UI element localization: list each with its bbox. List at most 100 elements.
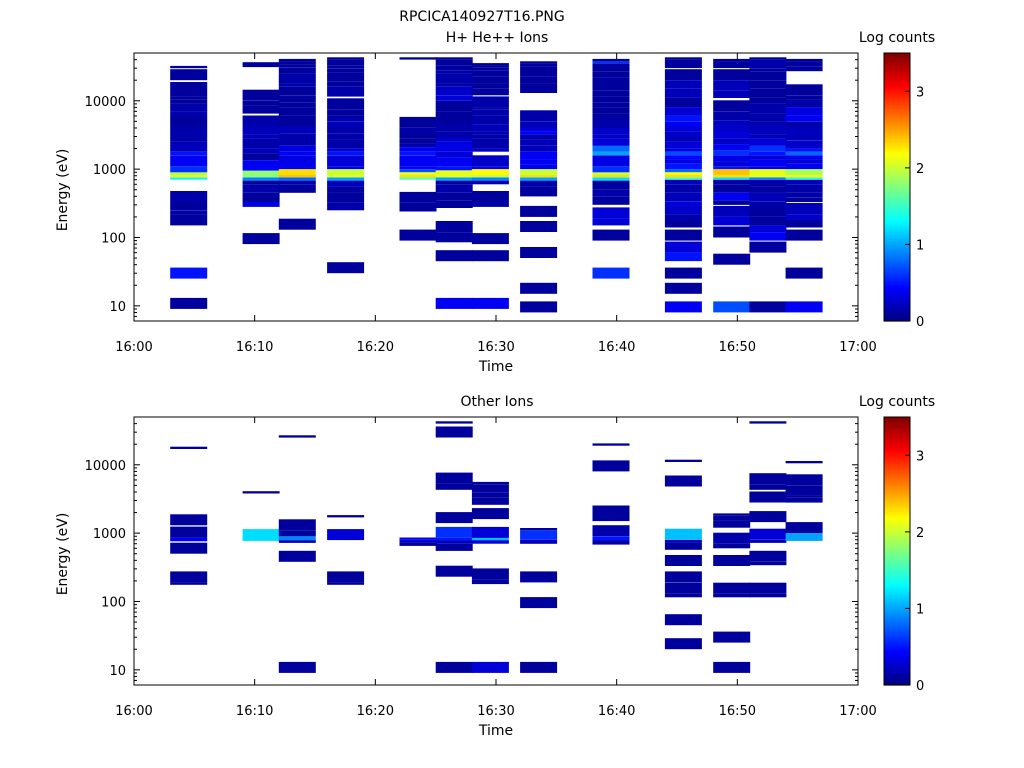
heatmap-cell — [242, 184, 280, 193]
heatmap-cell — [713, 661, 751, 673]
heatmap-cell — [592, 540, 630, 545]
heatmap-cell — [242, 529, 280, 541]
heatmap-cell — [327, 177, 365, 181]
heatmap-cell — [713, 582, 751, 594]
heatmap-cell — [435, 661, 473, 673]
heatmap-cell — [664, 57, 702, 60]
heatmap-cell — [592, 145, 630, 152]
y-tick-label: 10000 — [85, 459, 126, 474]
colorbar-swatch — [884, 611, 910, 615]
colorbar-swatch — [884, 184, 910, 188]
heatmap-cell — [664, 69, 702, 81]
heatmap-cell — [785, 192, 823, 198]
colorbar-swatch — [884, 238, 910, 242]
colorbar-swatch — [884, 289, 910, 293]
colorbar-tick-label: 1 — [916, 602, 924, 617]
colorbar-swatch — [884, 171, 910, 175]
heatmap-cell — [278, 540, 316, 543]
heatmap-cell — [713, 80, 751, 91]
heatmap-cell — [592, 96, 630, 103]
heatmap-cell — [170, 141, 208, 152]
colorbar-swatch — [884, 481, 910, 485]
colorbar-swatch — [884, 544, 910, 548]
heatmap-cell — [785, 126, 823, 137]
heatmap-cell — [664, 582, 702, 594]
colorbar-swatch — [884, 454, 910, 458]
colorbar-swatch — [884, 200, 910, 204]
colorbar-swatch — [884, 99, 910, 103]
colorbar-swatch — [884, 111, 910, 114]
colorbar-swatch — [884, 664, 910, 668]
colorbar-swatch — [884, 227, 910, 231]
colorbar-swatch — [884, 122, 910, 126]
heatmap-cell — [520, 186, 558, 197]
heatmap-cell — [520, 247, 558, 258]
axis-ticks: 16:00 16:10 16:20 16:30 16:40 16:50 17:00 10 100… — [85, 416, 877, 719]
heatmap-cell — [785, 136, 823, 141]
heatmap-cell — [435, 250, 473, 262]
heatmap-cell — [170, 115, 208, 127]
heatmap-cell — [242, 138, 280, 149]
heatmap-cell — [664, 131, 702, 137]
colorbar-swatch — [884, 70, 910, 74]
colorbar-swatch — [884, 265, 910, 268]
colorbar-swatch — [884, 202, 910, 206]
colorbar-swatch — [884, 582, 910, 586]
heatmap-cell — [520, 139, 558, 146]
axis-ticks: 16:00 16:10 16:20 16:30 16:40 16:50 17:00 10 100… — [85, 52, 877, 355]
heatmap-cell — [592, 536, 630, 541]
heatmap-cell — [327, 186, 365, 193]
colorbar-swatch — [884, 97, 910, 101]
heatmap-cell — [278, 661, 316, 673]
y-tick-label: 10 — [109, 300, 126, 315]
heatmap-cell — [664, 252, 702, 262]
heatmap-cell — [242, 192, 280, 202]
colorbar-swatch — [884, 638, 910, 641]
colorbar-swatch — [884, 450, 910, 454]
heatmap-cell — [471, 134, 509, 139]
heatmap-cell — [785, 121, 823, 127]
heatmap-cell — [749, 177, 787, 180]
heatmap-cell — [471, 107, 509, 110]
heatmap-cell — [592, 196, 630, 205]
heatmap-cell — [664, 115, 702, 122]
colorbar-swatch — [884, 312, 910, 315]
colorbar-swatch — [884, 108, 910, 112]
colorbar-swatch — [884, 517, 910, 521]
heatmap-cell — [435, 180, 473, 185]
heatmap-cell — [520, 134, 558, 140]
heatmap-cell — [327, 571, 365, 583]
heatmap-cell — [435, 512, 473, 524]
heatmap-cell — [170, 111, 208, 116]
heatmap-cell — [664, 179, 702, 185]
heatmap-cell — [278, 435, 316, 438]
heatmap-cell — [435, 483, 473, 490]
heatmap-cell — [592, 138, 630, 146]
heatmap-cell — [435, 57, 473, 60]
x-tick-label: 16:30 — [477, 704, 514, 719]
colorbar-swatch — [884, 280, 910, 284]
heatmap-cell — [435, 221, 473, 232]
colorbar-swatch — [884, 274, 910, 277]
heatmap-cell — [327, 109, 365, 116]
heatmap-cell — [278, 73, 316, 84]
colorbar-swatch — [884, 618, 910, 621]
heatmap-cell — [749, 169, 787, 175]
colorbar-swatch — [884, 61, 910, 65]
heatmap-cell — [592, 267, 630, 279]
heatmap-cell — [664, 97, 702, 108]
colorbar-swatch — [884, 434, 910, 438]
heatmap-cell — [170, 297, 208, 309]
colorbar-swatch — [884, 472, 910, 476]
heatmap-cell — [471, 76, 509, 84]
colorbar-swatch — [884, 595, 910, 599]
heatmap-cell — [435, 131, 473, 138]
heatmap-cell — [278, 58, 316, 62]
colorbar-swatch — [884, 640, 910, 644]
heatmap-cell — [435, 111, 473, 119]
y-axis-label: Energy (eV) — [55, 513, 71, 596]
heatmap-cell — [664, 148, 702, 152]
colorbar-swatch — [884, 120, 910, 123]
heatmap-cell — [170, 175, 208, 178]
colorbar-swatch — [884, 546, 910, 550]
